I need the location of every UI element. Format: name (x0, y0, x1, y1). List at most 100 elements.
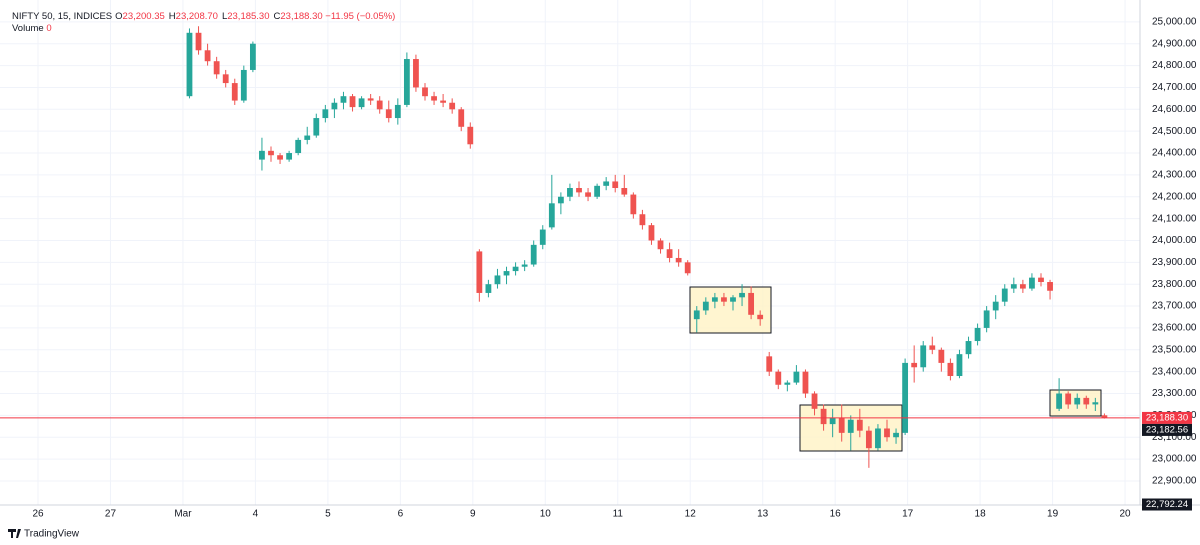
candle-body (1092, 402, 1099, 405)
y-tick-label: 24,200.00 (1152, 191, 1197, 202)
y-tick-label: 23,700.00 (1152, 301, 1197, 312)
candle-body (847, 419, 854, 433)
candle-body (512, 266, 519, 272)
candle-body (521, 264, 528, 267)
x-tick-label: 19 (1047, 509, 1059, 520)
candle-body (1083, 397, 1090, 405)
candle-body (766, 356, 773, 372)
candle-body (195, 32, 202, 51)
x-tick-label: 9 (470, 509, 476, 520)
y-tick-label: 24,700.00 (1152, 82, 1197, 93)
y-tick-label: 24,400.00 (1152, 148, 1197, 159)
candle-body (557, 196, 564, 204)
candle-body (666, 249, 673, 258)
y-tick-label: 24,500.00 (1152, 126, 1197, 137)
candle-body (947, 362, 954, 377)
candle-body (784, 382, 791, 385)
candle-body (385, 109, 392, 119)
candle-body (956, 354, 963, 377)
candle-body (802, 371, 809, 394)
candle-body (648, 225, 655, 241)
candle-body (875, 428, 881, 449)
brand-name: TradingView (24, 529, 80, 540)
y-tick-label: 24,000.00 (1152, 235, 1197, 246)
candle-body (639, 214, 646, 226)
candle-body (739, 292, 745, 298)
candle-body (965, 341, 972, 355)
candle-body (775, 371, 782, 385)
candle-body (503, 271, 510, 276)
price-label: 22,792.24 (1142, 498, 1192, 511)
candle-body (222, 74, 229, 84)
price-label-text: 22,792.24 (1146, 499, 1188, 510)
price-label-box (1142, 411, 1192, 424)
price-label: 23,182.56 (1142, 423, 1192, 436)
candle-body (657, 240, 664, 250)
candle-body (413, 59, 419, 88)
candle-body (394, 104, 401, 119)
candle-body (902, 362, 909, 433)
volume: Volume 0 (12, 23, 52, 34)
candle-body (431, 96, 437, 101)
candle-body (567, 188, 573, 197)
x-tick-label: 26 (32, 509, 44, 520)
candle-body (630, 194, 637, 215)
candle-body (204, 50, 211, 62)
candle-body (231, 83, 238, 101)
candle-body (1074, 397, 1081, 405)
y-tick-label: 23,400.00 (1152, 366, 1197, 377)
candle-body (576, 188, 582, 193)
x-tick-label: 6 (398, 509, 404, 520)
x-tick-label: 20 (1119, 509, 1131, 520)
y-tick-label: 23,900.00 (1152, 257, 1197, 268)
candle-body (865, 430, 872, 449)
candle-body (711, 297, 718, 302)
brand-logo (8, 529, 21, 538)
candle-body (675, 257, 682, 263)
price-label-text: 23,182.56 (1146, 424, 1188, 435)
candle-body (268, 150, 274, 156)
candle-body (358, 98, 365, 108)
candle-body (1029, 277, 1035, 289)
candle-body (340, 96, 347, 103)
candle-body (349, 96, 356, 108)
chart-header: NIFTY 50, 15, INDICES O23,200.35 H23,208.7… (12, 11, 395, 22)
candle-body (440, 100, 447, 103)
candle-body (449, 102, 456, 110)
candle-body (376, 100, 383, 110)
candle-body (313, 118, 320, 136)
candle-body (702, 301, 709, 311)
volume-value: 0 (46, 23, 51, 34)
x-tick-label: 12 (685, 509, 697, 520)
candle-body (811, 393, 818, 409)
price-label-box (1142, 498, 1192, 511)
candle-body (838, 417, 845, 433)
candle-body (938, 349, 945, 363)
candle-body (494, 275, 501, 285)
candle-body (213, 61, 220, 75)
candle-body (331, 102, 338, 110)
candle-body (240, 69, 247, 101)
y-tick-label: 23,600.00 (1152, 323, 1197, 334)
candle-body (1019, 284, 1026, 289)
candle-body (1010, 284, 1017, 289)
x-tick-label: 18 (975, 509, 987, 520)
change: −11.95 (−0.05%) (325, 11, 395, 22)
symbol: NIFTY 50, 15, INDICES (12, 11, 112, 22)
volume-label: Volume (12, 23, 44, 34)
y-tick-label: 25,000.00 (1152, 17, 1197, 28)
y-tick-label: 23,500.00 (1152, 344, 1197, 355)
candle-body (259, 150, 265, 160)
x-tick-label: 27 (105, 509, 117, 520)
quote-key: O (115, 11, 122, 22)
candle-body (911, 362, 918, 368)
brand: TradingView (8, 529, 80, 540)
candle-body (585, 192, 591, 197)
x-tick-label: 10 (540, 509, 552, 520)
candle-body (612, 181, 619, 189)
y-tick-label: 24,600.00 (1152, 104, 1197, 115)
y-tick-label: 24,300.00 (1152, 170, 1197, 181)
y-tick-label: 24,900.00 (1152, 38, 1197, 49)
